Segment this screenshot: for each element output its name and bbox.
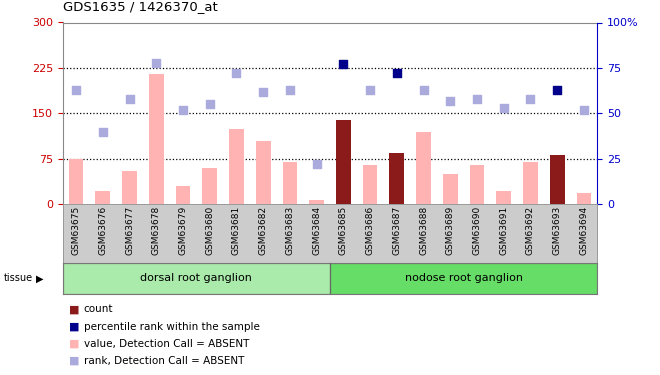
Text: ■: ■: [69, 356, 80, 366]
Text: GSM63692: GSM63692: [526, 206, 535, 255]
Point: [312, 161, 322, 167]
Point: [178, 107, 188, 113]
Bar: [149, 74, 164, 204]
Text: rank, Detection Call = ABSENT: rank, Detection Call = ABSENT: [84, 356, 244, 366]
Point: [391, 70, 402, 76]
Text: GSM63676: GSM63676: [98, 206, 108, 255]
Bar: [389, 153, 404, 204]
Text: GSM63677: GSM63677: [125, 206, 134, 255]
Bar: [443, 174, 457, 204]
Text: GSM63675: GSM63675: [71, 206, 81, 255]
Bar: [176, 186, 190, 204]
Point: [338, 62, 348, 68]
Point: [151, 60, 162, 66]
Text: GSM63688: GSM63688: [419, 206, 428, 255]
Bar: [122, 171, 137, 204]
Point: [552, 87, 562, 93]
Point: [418, 87, 429, 93]
Bar: [416, 132, 431, 204]
Text: nodose root ganglion: nodose root ganglion: [405, 273, 523, 284]
Text: GSM63683: GSM63683: [285, 206, 294, 255]
Bar: [69, 159, 83, 204]
Text: GSM63690: GSM63690: [473, 206, 482, 255]
Point: [579, 107, 589, 113]
Text: value, Detection Call = ABSENT: value, Detection Call = ABSENT: [84, 339, 249, 349]
Text: GSM63680: GSM63680: [205, 206, 214, 255]
Bar: [336, 120, 350, 204]
Text: GSM63685: GSM63685: [339, 206, 348, 255]
Text: ■: ■: [69, 339, 80, 349]
Bar: [203, 168, 217, 204]
Bar: [330, 262, 597, 294]
Text: GSM63689: GSM63689: [446, 206, 455, 255]
Bar: [550, 154, 564, 204]
Bar: [96, 191, 110, 204]
Point: [445, 98, 455, 104]
Point: [525, 96, 536, 102]
Bar: [577, 194, 591, 204]
Text: ▶: ▶: [36, 273, 44, 284]
Bar: [63, 262, 330, 294]
Point: [124, 96, 135, 102]
Point: [472, 96, 482, 102]
Point: [205, 101, 215, 107]
Point: [71, 87, 81, 93]
Text: percentile rank within the sample: percentile rank within the sample: [84, 322, 259, 332]
Text: GSM63679: GSM63679: [178, 206, 187, 255]
Text: GSM63693: GSM63693: [552, 206, 562, 255]
Point: [98, 129, 108, 135]
Point: [498, 105, 509, 111]
Point: [365, 87, 376, 93]
Bar: [256, 141, 271, 204]
Text: GSM63691: GSM63691: [499, 206, 508, 255]
Bar: [310, 200, 324, 204]
Bar: [523, 162, 538, 204]
Text: ■: ■: [69, 322, 80, 332]
Bar: [229, 129, 244, 204]
Text: GSM63684: GSM63684: [312, 206, 321, 255]
Text: dorsal root ganglion: dorsal root ganglion: [141, 273, 252, 284]
Bar: [496, 191, 511, 204]
Text: GSM63687: GSM63687: [392, 206, 401, 255]
Text: GSM63686: GSM63686: [366, 206, 375, 255]
Bar: [470, 165, 484, 204]
Point: [231, 70, 242, 76]
Text: tissue: tissue: [3, 273, 32, 284]
Text: GSM63681: GSM63681: [232, 206, 241, 255]
Point: [258, 88, 269, 94]
Text: GSM63694: GSM63694: [579, 206, 589, 255]
Text: ■: ■: [69, 304, 80, 314]
Text: GDS1635 / 1426370_at: GDS1635 / 1426370_at: [63, 0, 217, 13]
Text: GSM63678: GSM63678: [152, 206, 161, 255]
Point: [284, 87, 295, 93]
Text: count: count: [84, 304, 114, 314]
Bar: [363, 165, 378, 204]
Bar: [282, 162, 297, 204]
Text: GSM63682: GSM63682: [259, 206, 268, 255]
